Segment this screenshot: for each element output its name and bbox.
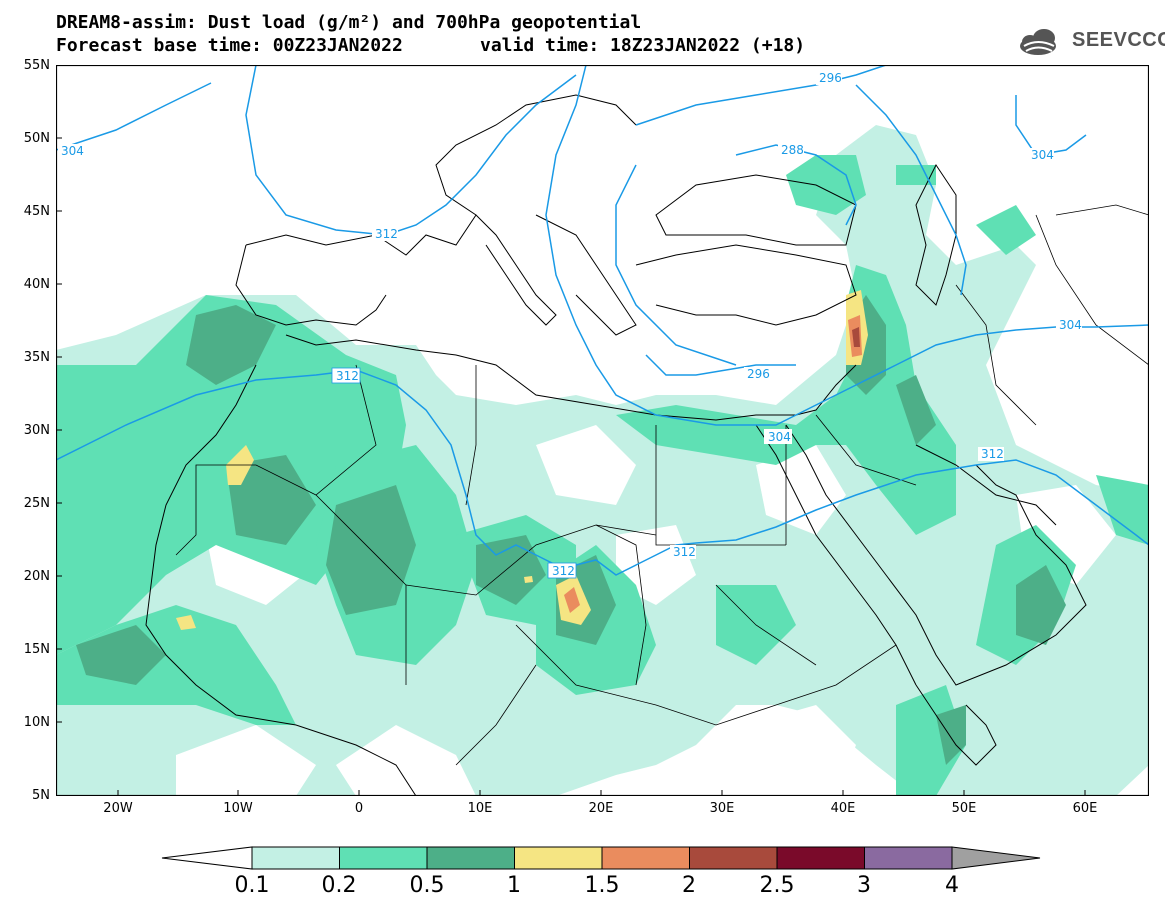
dust-shading-2	[852, 327, 860, 347]
colorbar-label: 1.5	[584, 873, 620, 898]
colorbar-bin	[776, 846, 865, 870]
contour-label: 304	[1059, 318, 1082, 332]
lat-label: 10N	[23, 715, 50, 730]
lat-label: 55N	[23, 58, 50, 73]
colorbar-label: 0.5	[409, 873, 445, 898]
map-title: DREAM8-assim: Dust load (g/m²) and 700hP…	[56, 12, 642, 33]
lon-label: 10W	[223, 801, 253, 816]
lon-label: 10E	[467, 801, 493, 816]
contour-label: 288	[781, 143, 804, 157]
contour-labels: 296 304 288 312 312 296 304 304 312 312 …	[58, 71, 1082, 579]
colorbar-bin	[514, 846, 603, 870]
colorbar-bin	[601, 846, 690, 870]
lat-label: 45N	[23, 204, 50, 219]
contour-label: 304	[1031, 148, 1054, 162]
colorbar-label: 0.1	[234, 873, 270, 898]
colorbar-label: 2	[682, 873, 696, 898]
lat-label: 25N	[23, 496, 50, 511]
contour-label: 312	[375, 227, 398, 241]
lat-label: 40N	[23, 277, 50, 292]
lat-label: 35N	[23, 350, 50, 365]
lon-label: 60E	[1072, 801, 1098, 816]
lat-label: 30N	[23, 423, 50, 438]
colorbar-bin	[426, 846, 515, 870]
lon-label: 40E	[830, 801, 856, 816]
colorbar-label: 0.2	[321, 873, 357, 898]
dust-map: 296 304 288 312 312 296 304 304 312 312 …	[56, 65, 1149, 796]
colorbar-bin	[864, 846, 953, 870]
lon-label: 30E	[709, 801, 735, 816]
contour-label: 312	[336, 369, 359, 383]
coastlines	[145, 94, 1087, 796]
lat-label: 20N	[23, 569, 50, 584]
colorbar-label: 2.5	[759, 873, 795, 898]
colorbar-high-arrow	[951, 846, 1041, 870]
contour-label: 312	[981, 447, 1004, 461]
country-borders	[175, 204, 1149, 766]
contour-label: 304	[61, 144, 84, 158]
contour-label: 296	[819, 71, 842, 85]
contour-label: 296	[747, 367, 770, 381]
lon-label: 20E	[588, 801, 614, 816]
colorbar-bin	[689, 846, 778, 870]
lat-label: 50N	[23, 131, 50, 146]
colorbar-low-arrow	[161, 846, 253, 870]
lon-label: 20W	[103, 801, 133, 816]
contour-label: 312	[552, 564, 575, 578]
logo-text: SEEVCCC	[1072, 29, 1165, 51]
forecast-base-time: Forecast base time: 00Z23JAN2022	[56, 35, 403, 56]
geopotential-contours	[56, 65, 1149, 576]
contour-label: 304	[768, 430, 791, 444]
lat-label: 5N	[32, 788, 50, 803]
colorbar-label: 3	[857, 873, 871, 898]
colorbar	[161, 846, 1041, 870]
contour-label: 312	[673, 545, 696, 559]
lon-label: 0	[354, 801, 364, 816]
colorbar-bin	[251, 846, 340, 870]
lat-label: 15N	[23, 642, 50, 657]
lon-label: 50E	[951, 801, 977, 816]
valid-time: valid time: 18Z23JAN2022 (+18)	[480, 35, 806, 56]
colorbar-label: 1	[507, 873, 521, 898]
colorbar-label: 4	[945, 873, 959, 898]
axis-ticks	[56, 65, 1086, 796]
colorbar-bin	[339, 846, 428, 870]
cloud-logo-icon	[1020, 29, 1056, 55]
